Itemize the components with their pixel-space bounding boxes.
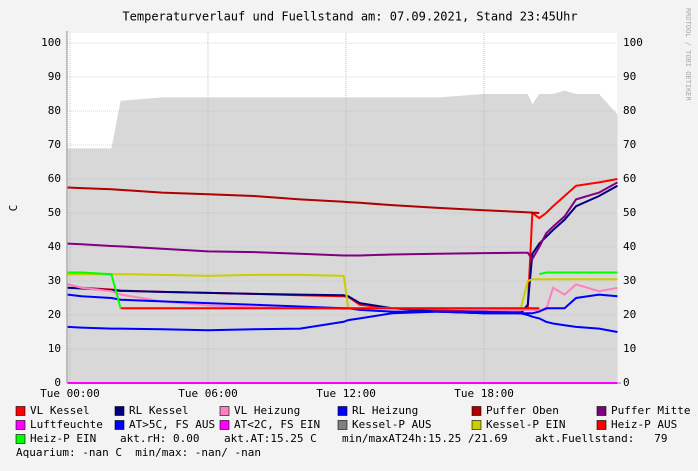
- y-tick-label: 100: [41, 36, 61, 49]
- legend-swatch: [114, 406, 125, 416]
- legend-label: Kessel-P EIN: [486, 418, 565, 431]
- line: [67, 310, 618, 333]
- y-tick-label: 20: [623, 308, 636, 321]
- y-tick-label: 40: [623, 240, 636, 253]
- legend-label: Heiz-P AUS: [611, 418, 677, 431]
- legend-label: VL Heizung: [234, 404, 300, 417]
- y-tick-label: 60: [623, 172, 636, 185]
- y-tick-label: 30: [48, 274, 61, 287]
- y-tick-label: 30: [623, 274, 636, 287]
- y-tick-label: 10: [623, 342, 636, 355]
- legend-swatch: [15, 406, 26, 416]
- y-tick-label: 70: [48, 138, 61, 151]
- y-tick-label: 50: [48, 206, 61, 219]
- legend-label: Kessel-P AUS: [352, 418, 431, 431]
- y-tick-label: 10: [48, 342, 61, 355]
- legend-swatch: [219, 420, 230, 430]
- line: [67, 184, 618, 315]
- y-tick-label: 90: [48, 70, 61, 83]
- area: [67, 90, 618, 383]
- y-tick-label: 50: [623, 206, 636, 219]
- y-tick-label: 0: [54, 376, 61, 389]
- legend-swatch: [114, 420, 125, 430]
- y-tick-label: 100: [623, 36, 643, 49]
- line: [67, 186, 540, 214]
- legend-swatch: [337, 420, 348, 430]
- y-tick-label: 70: [623, 138, 636, 151]
- legend-label: VL Kessel: [30, 404, 90, 417]
- y-tick-label: 80: [623, 104, 636, 117]
- stat-text: akt.AT:15.25 C: [224, 432, 317, 445]
- x-tick-label: Tue 00:00: [40, 387, 100, 400]
- legend-label: Puffer Mitte: [611, 404, 690, 417]
- aquarium-text: Aquarium: -nan C min/max: -nan/ -nan: [16, 446, 261, 459]
- legend-label: RL Heizung: [352, 404, 418, 417]
- stat-text: min/maxAT24h:15.25 /21.69: [342, 432, 508, 445]
- legend-label: RL Kessel: [129, 404, 189, 417]
- stat-text: akt.Fuellstand: 79: [535, 432, 667, 445]
- legend-label: AT>5C, FS AUS: [129, 418, 215, 431]
- legend-swatch: [471, 406, 482, 416]
- y-tick-label: 40: [48, 240, 61, 253]
- legend-swatch: [596, 406, 607, 416]
- y-axis-label: C: [7, 205, 20, 212]
- x-tick-label: Tue 06:00: [178, 387, 238, 400]
- watermark: RRDTOOL / TOBI OETIKER: [684, 8, 692, 102]
- legend-swatch: [219, 406, 230, 416]
- y-tick-label: 0: [623, 376, 630, 389]
- y-tick-label: 90: [623, 70, 636, 83]
- legend-swatch: [596, 420, 607, 430]
- legend-swatch: [15, 420, 26, 430]
- x-tick-label: Tue 12:00: [316, 387, 376, 400]
- legend-label: Luftfeuchte: [30, 418, 103, 431]
- legend-label: Puffer Oben: [486, 404, 559, 417]
- legend-swatch: [337, 406, 348, 416]
- stat-text: akt.rH: 0.00: [120, 432, 199, 445]
- line: [67, 271, 618, 309]
- y-tick-label: 20: [48, 308, 61, 321]
- legend-label: AT<2C, FS EIN: [234, 418, 320, 431]
- y-tick-label: 60: [48, 172, 61, 185]
- x-tick-label: Tue 18:00: [454, 387, 514, 400]
- y-tick-label: 80: [48, 104, 61, 117]
- legend-swatch: [15, 434, 26, 444]
- chart-title: Temperaturverlauf und Fuellstand am: 07.…: [122, 10, 577, 24]
- line: [67, 181, 618, 261]
- legend-label: Heiz-P EIN: [30, 432, 96, 445]
- legend-swatch: [471, 420, 482, 430]
